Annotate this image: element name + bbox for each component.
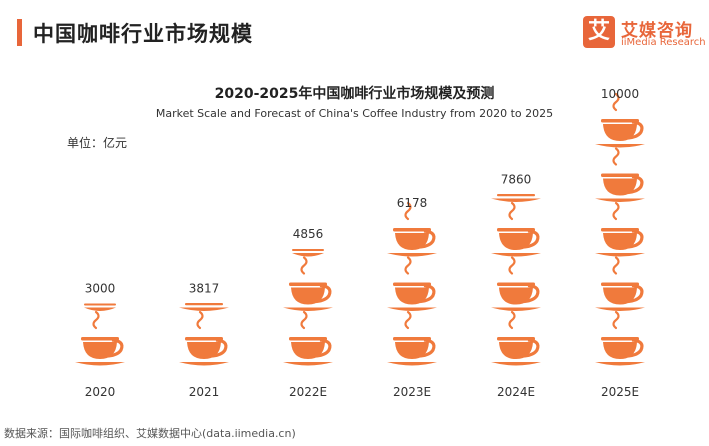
x-tick-label-2024E: 2024E (497, 385, 535, 399)
bar-2022E (283, 249, 333, 366)
x-tick-label-2020: 2020 (85, 385, 116, 399)
bar-2024E (491, 194, 541, 366)
logo-mark: 艾 (583, 16, 615, 48)
x-tick-label-2023E: 2023E (393, 385, 431, 399)
data-label-2024E: 7860 (501, 173, 532, 187)
title-accent-bar (17, 19, 22, 46)
data-label-2022E: 4856 (293, 227, 324, 241)
logo-name-cn: 艾媒咨询 (621, 21, 693, 41)
data-source: 数据来源：国际咖啡组织、艾媒数据中心(data.iimedia.cn) (4, 427, 296, 440)
x-tick-label-2021: 2021 (189, 385, 220, 399)
chart-subtitle: Market Scale and Forecast of China's Cof… (155, 107, 554, 120)
data-label-2025E: 10000 (601, 87, 639, 101)
bar-2020 (75, 303, 125, 366)
data-label-2023E: 6178 (397, 196, 428, 210)
x-tick-label-2025E: 2025E (601, 385, 639, 399)
chart-title: 2020-2025年中国咖啡行业市场规模及预测 (214, 86, 495, 102)
iimedia-logo: 艾 艾媒咨询 iiMedia Research (583, 16, 706, 52)
unit-label: 单位：亿元 (67, 136, 128, 150)
page-title: 中国咖啡行业市场规模 (33, 22, 253, 46)
bar-2025E (595, 92, 645, 366)
data-label-2020: 3000 (85, 282, 116, 296)
logo-name-en: iiMedia Research (621, 37, 706, 48)
bar-2021 (179, 303, 229, 366)
bar-2023E (387, 201, 437, 366)
data-label-2021: 3817 (189, 282, 220, 296)
x-tick-label-2022E: 2022E (289, 385, 327, 399)
